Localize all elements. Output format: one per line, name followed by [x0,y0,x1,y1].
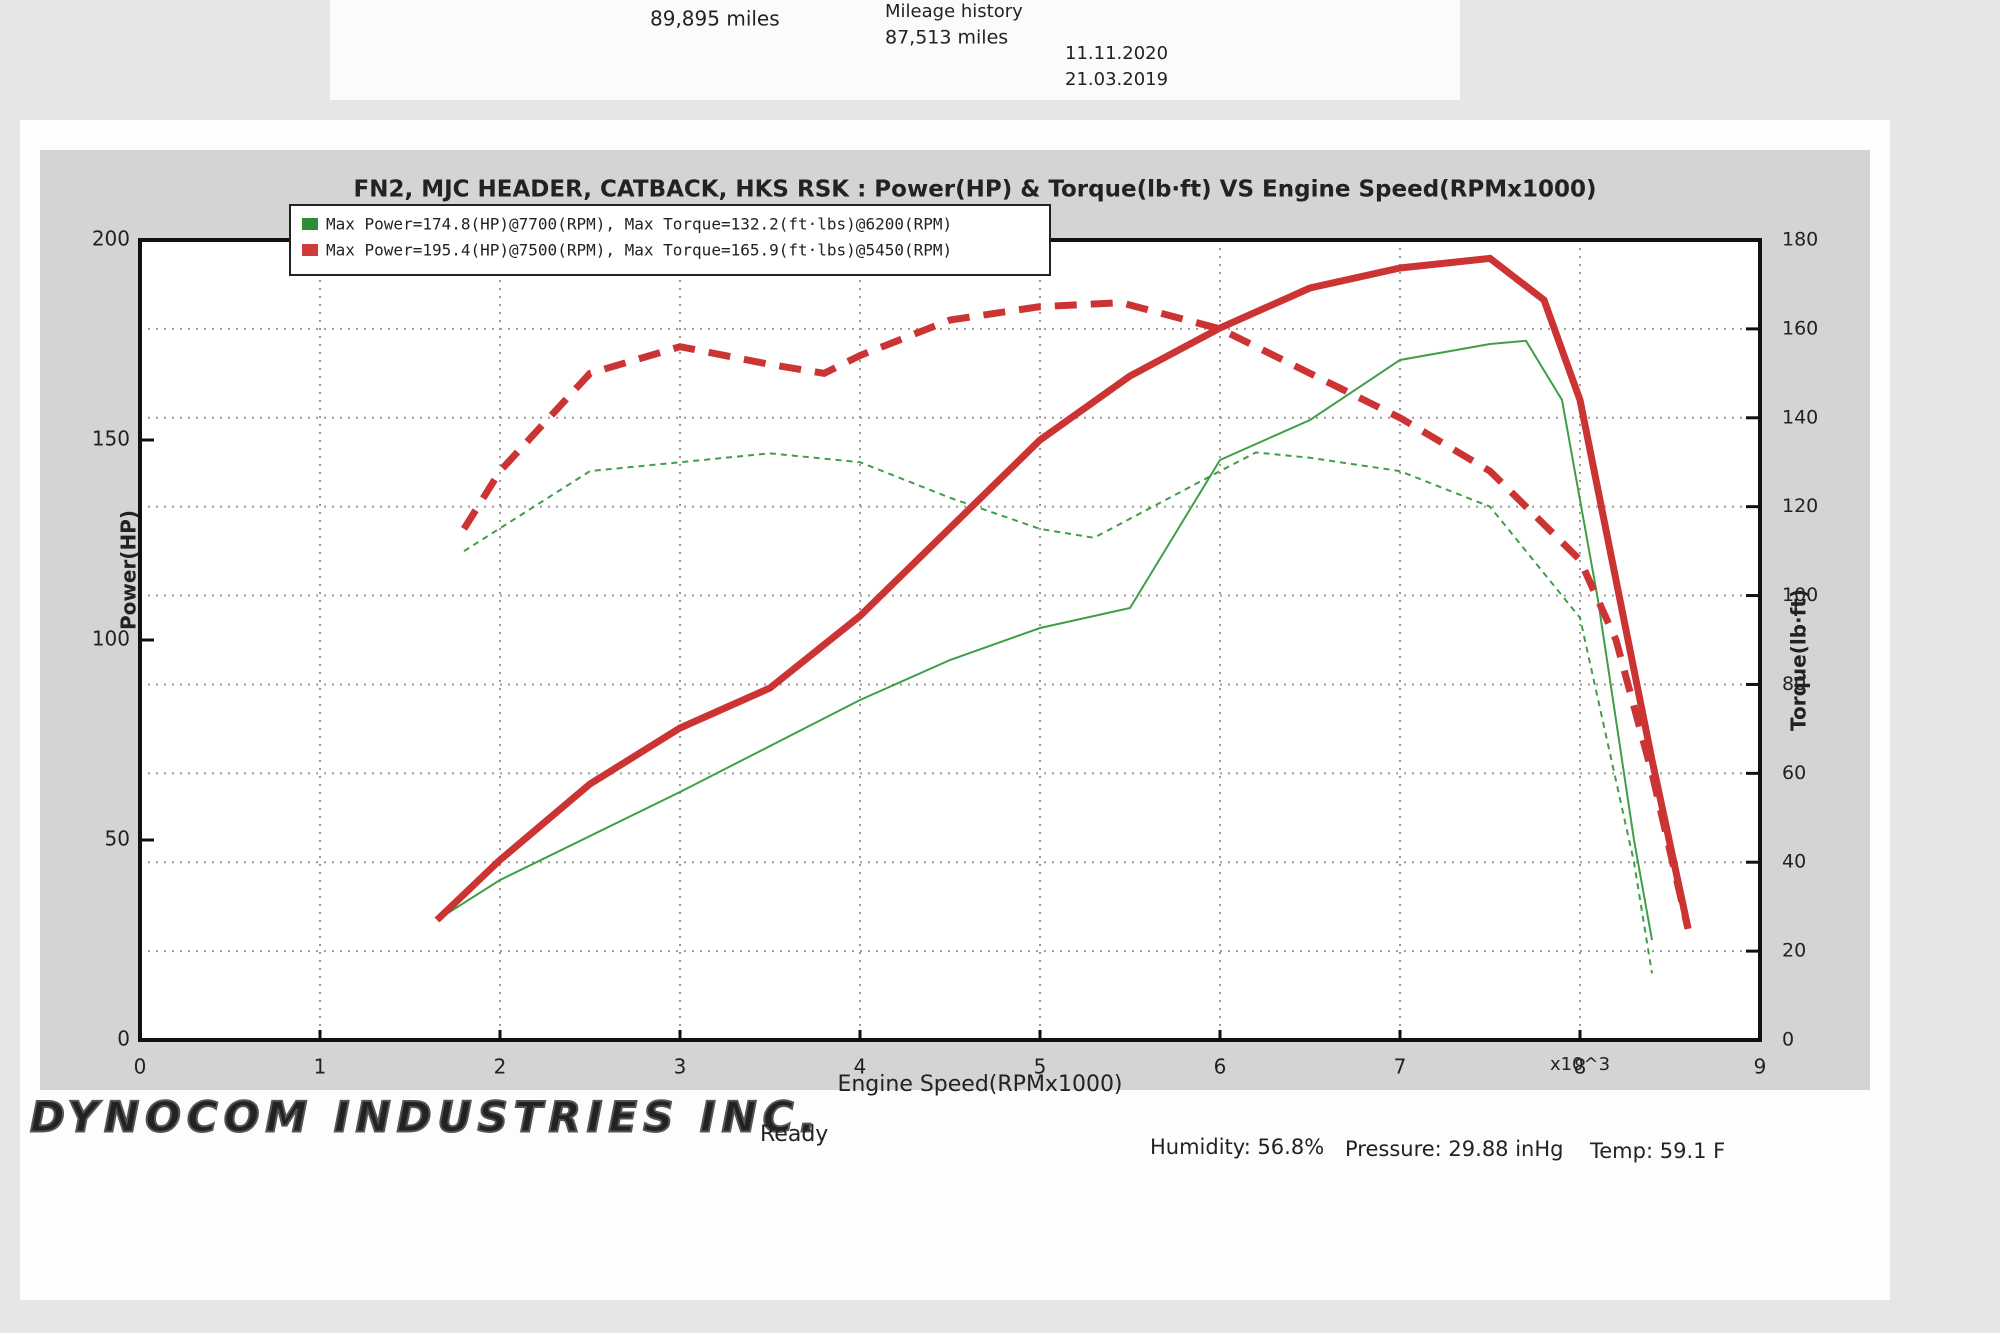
x-tick-label: 5 [1034,1055,1047,1079]
humidity: Humidity: 56.8% [1150,1135,1324,1159]
y-axis-label: Power(HP) [117,510,141,630]
legend-swatch [302,218,318,230]
y2-tick-label: 0 [1782,1029,1794,1051]
legend-box [289,204,1051,276]
legend-text: Max Power=195.4(HP)@7500(RPM), Max Torqu… [326,241,952,260]
series-line [463,451,1653,974]
y-tick-label: 100 [92,627,130,651]
status: Ready [760,1122,828,1147]
mileage-sheet [330,0,1460,100]
y2-tick-label: 40 [1782,851,1806,873]
brand: DYNOCOM INDUSTRIES INC. [30,1093,822,1142]
y2-tick-label: 180 [1782,229,1818,251]
y2-tick-label: 160 [1782,317,1818,339]
y-tick-label: 200 [92,227,130,251]
mileage-text: 89,895 miles [650,7,780,31]
legend-swatch [302,244,318,256]
temperature: Temp: 59.1 F [1589,1139,1725,1163]
x-tick-label: 0 [134,1055,147,1079]
y-tick-label: 0 [117,1027,130,1051]
y2-tick-label: 20 [1782,940,1806,962]
x-tick-label: 8 [1574,1055,1587,1079]
series-line [436,339,1653,941]
y-tick-label: 50 [105,827,130,851]
mileage-date: 11.11.2020 [1065,43,1168,64]
x-axis-unit: x10^3 [1550,1054,1610,1075]
x-axis-label: Engine Speed(RPMx1000) [837,1072,1122,1097]
x-tick-label: 6 [1214,1055,1227,1079]
chart-title: FN2, MJC HEADER, CATBACK, HKS RSK : Powe… [354,177,1597,203]
y2-tick-label: 100 [1782,584,1818,606]
x-tick-label: 7 [1394,1055,1407,1079]
series-line [434,254,1692,929]
plot-background [140,240,1760,1040]
series-line [461,299,1692,930]
y2-tick-label: 80 [1782,673,1806,695]
y2-tick-label: 140 [1782,406,1818,428]
x-tick-label: 3 [674,1055,687,1079]
y-tick-label: 150 [92,427,130,451]
mileage-date: 21.03.2019 [1065,69,1168,90]
x-tick-label: 1 [314,1055,327,1079]
pressure: Pressure: 29.88 inHg [1345,1137,1563,1161]
x-tick-label: 9 [1754,1055,1767,1079]
mileage-text: Mileage history [885,1,1023,22]
y2-tick-label: 60 [1782,762,1806,784]
x-tick-label: 4 [854,1055,867,1079]
legend-text: Max Power=174.8(HP)@7700(RPM), Max Torqu… [326,215,952,234]
y2-axis-label: Torque(lb·ft) [1787,589,1811,731]
mileage-text: 87,513 miles [885,27,1008,49]
y2-tick-label: 120 [1782,495,1818,517]
x-tick-label: 2 [494,1055,507,1079]
